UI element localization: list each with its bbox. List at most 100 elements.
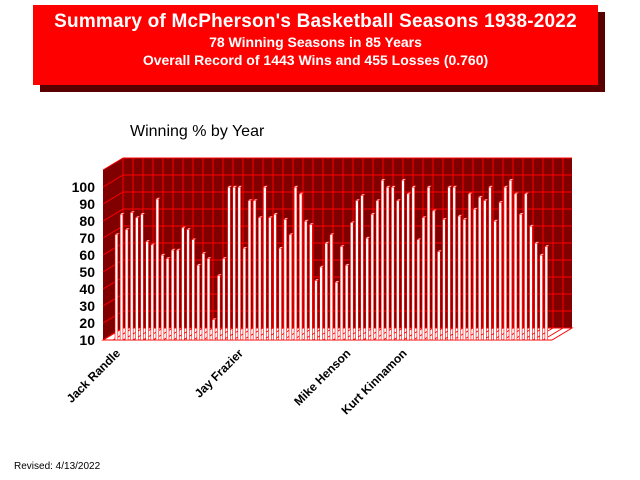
bar-top bbox=[503, 185, 509, 188]
bar bbox=[232, 186, 236, 341]
bar bbox=[145, 241, 149, 341]
bar-top bbox=[482, 199, 489, 201]
bar bbox=[196, 264, 200, 341]
bar bbox=[211, 319, 216, 341]
bar bbox=[467, 193, 472, 341]
bar-top bbox=[370, 212, 376, 215]
grid-line-side bbox=[102, 208, 124, 222]
bar bbox=[380, 179, 385, 341]
bar bbox=[442, 219, 446, 341]
bar-top bbox=[165, 257, 172, 259]
bar bbox=[534, 242, 538, 341]
bar-top bbox=[334, 280, 341, 283]
bar-top bbox=[226, 185, 233, 188]
bar bbox=[263, 186, 267, 341]
bar-top bbox=[498, 200, 504, 203]
bar-top bbox=[237, 185, 243, 188]
bar bbox=[191, 239, 195, 341]
bar-top bbox=[324, 241, 330, 244]
bar-top bbox=[247, 199, 254, 201]
y-tick-label: 10 bbox=[79, 332, 95, 348]
bar-top bbox=[119, 212, 126, 215]
bar bbox=[217, 275, 221, 341]
bar-top bbox=[221, 257, 228, 259]
y-tick-label: 30 bbox=[79, 298, 95, 314]
bar-top bbox=[206, 257, 213, 259]
bar bbox=[114, 234, 119, 341]
bar-top bbox=[329, 233, 335, 235]
bar bbox=[524, 193, 528, 341]
bar bbox=[119, 213, 124, 341]
bar bbox=[350, 222, 354, 341]
bar-top bbox=[523, 192, 530, 195]
page-title: Summary of McPherson's Basketball Season… bbox=[54, 11, 577, 32]
bar bbox=[431, 210, 436, 341]
bar-top bbox=[354, 199, 361, 201]
grid-line-side bbox=[102, 157, 124, 171]
bar-top bbox=[288, 233, 295, 235]
bar bbox=[242, 247, 247, 341]
bar bbox=[416, 239, 421, 341]
bar bbox=[385, 186, 390, 341]
bar bbox=[324, 242, 328, 341]
bar-top bbox=[308, 222, 315, 225]
bar bbox=[513, 193, 518, 341]
grid-line-side bbox=[102, 276, 124, 290]
bar bbox=[493, 220, 497, 341]
winning-seasons-subtitle: 78 Winning Seasons in 85 Years bbox=[209, 34, 422, 50]
bar bbox=[206, 258, 211, 341]
bar bbox=[140, 213, 144, 341]
grid-line-side bbox=[102, 259, 124, 273]
bar bbox=[252, 200, 257, 341]
bar-top bbox=[360, 194, 366, 196]
bar bbox=[222, 258, 226, 341]
floor-grid-line bbox=[102, 327, 124, 341]
bar-top bbox=[375, 199, 382, 201]
bar-top bbox=[124, 228, 131, 230]
bar bbox=[396, 200, 400, 341]
bar-top bbox=[390, 185, 397, 188]
bar-top bbox=[180, 226, 187, 229]
bar bbox=[155, 198, 160, 341]
bar-top bbox=[344, 263, 351, 266]
bar-top bbox=[129, 211, 136, 213]
grid-line-side bbox=[102, 191, 124, 205]
bar bbox=[447, 186, 451, 341]
bar-top bbox=[114, 233, 121, 235]
bar-top bbox=[380, 178, 387, 181]
bar-top bbox=[339, 245, 346, 247]
chart-title: Winning % by Year bbox=[130, 123, 265, 140]
bar bbox=[478, 196, 482, 341]
bar bbox=[278, 247, 282, 341]
coach-label: Jack Randle bbox=[64, 346, 124, 406]
bar bbox=[452, 186, 456, 341]
bar-top bbox=[431, 209, 438, 212]
bar bbox=[283, 219, 287, 341]
bar bbox=[498, 202, 502, 341]
bar bbox=[329, 234, 334, 341]
bar bbox=[257, 217, 262, 341]
bar-top bbox=[406, 192, 412, 195]
bar bbox=[247, 200, 252, 341]
y-tick-label: 90 bbox=[79, 196, 95, 212]
coach-label: Mike Henson bbox=[291, 346, 353, 408]
bar-top bbox=[267, 216, 274, 218]
bar-top bbox=[262, 185, 269, 188]
bar-top bbox=[283, 217, 289, 220]
y-tick-label: 20 bbox=[79, 315, 95, 331]
bar-top bbox=[544, 245, 550, 247]
bar bbox=[130, 212, 134, 341]
bar-top bbox=[257, 216, 264, 218]
bar-top bbox=[303, 219, 310, 222]
bar-top bbox=[273, 212, 279, 215]
bar bbox=[201, 253, 206, 341]
bar-top bbox=[493, 219, 499, 222]
grid-line-side bbox=[102, 242, 124, 256]
bar-top bbox=[457, 214, 463, 217]
bar bbox=[518, 213, 523, 341]
y-tick-label: 70 bbox=[79, 230, 95, 246]
bar-top bbox=[467, 192, 474, 195]
bar bbox=[370, 213, 374, 341]
bar bbox=[273, 213, 277, 341]
bar-top bbox=[319, 265, 325, 268]
